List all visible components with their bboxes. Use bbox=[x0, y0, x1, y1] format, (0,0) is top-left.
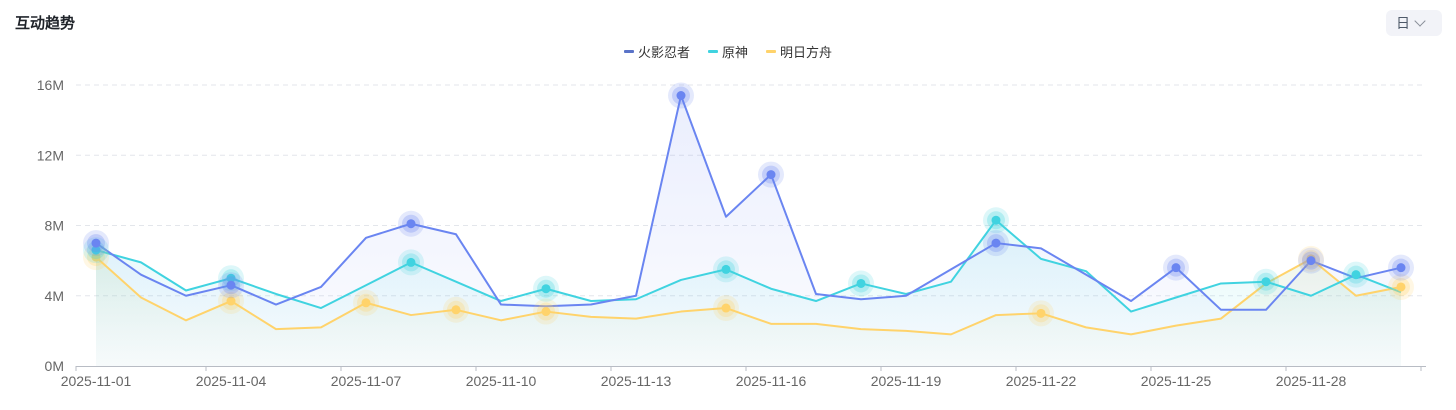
data-point-genshin[interactable] bbox=[398, 249, 424, 276]
legend-label-naruto: 火影忍者 bbox=[637, 45, 690, 60]
data-point-genshin[interactable] bbox=[218, 265, 244, 292]
data-point-genshin[interactable] bbox=[1253, 268, 1279, 295]
data-point-naruto[interactable] bbox=[1298, 247, 1324, 274]
data-point-arknights[interactable] bbox=[533, 298, 559, 325]
y-tick-label: 0M bbox=[45, 358, 64, 374]
x-tick-label: 2025-11-07 bbox=[331, 373, 402, 389]
legend-item-naruto[interactable]: 火影忍者 bbox=[623, 42, 690, 61]
period-select-value: 日 bbox=[1396, 15, 1410, 31]
legend-swatch-arknights bbox=[766, 50, 776, 53]
data-point-arknights[interactable] bbox=[443, 296, 469, 323]
legend-swatch-genshin bbox=[707, 50, 718, 53]
legend-label-genshin: 原神 bbox=[721, 45, 748, 60]
legend-item-genshin[interactable]: 原神 bbox=[707, 42, 748, 61]
data-point-genshin[interactable] bbox=[83, 237, 109, 264]
x-tick-label: 2025-11-04 bbox=[196, 373, 267, 389]
data-point-genshin[interactable] bbox=[533, 275, 559, 302]
data-point-arknights[interactable] bbox=[713, 295, 739, 322]
y-tick-label: 12M bbox=[37, 147, 64, 163]
y-tick-label: 16M bbox=[37, 77, 64, 93]
series-line-naruto bbox=[95, 94, 1402, 311]
data-point-arknights[interactable] bbox=[218, 288, 244, 315]
data-point-genshin[interactable] bbox=[1343, 261, 1369, 288]
data-point-naruto[interactable] bbox=[1163, 254, 1189, 281]
y-tick-label: 4M bbox=[45, 288, 64, 304]
data-point-arknights[interactable] bbox=[1388, 273, 1414, 300]
data-point-naruto[interactable] bbox=[668, 82, 694, 109]
period-select[interactable]: 日 bbox=[1386, 10, 1442, 36]
data-point-genshin[interactable] bbox=[713, 256, 739, 283]
data-point-naruto[interactable] bbox=[83, 230, 109, 257]
data-point-naruto[interactable] bbox=[983, 230, 1009, 257]
legend-item-arknights[interactable]: 明日方舟 bbox=[766, 42, 832, 61]
data-point-naruto[interactable] bbox=[218, 272, 244, 299]
x-tick-label: 2025-11-16 bbox=[736, 373, 807, 389]
x-tick-label: 2025-11-13 bbox=[601, 373, 672, 389]
data-point-naruto[interactable] bbox=[758, 161, 784, 188]
x-tick-label: 2025-11-25 bbox=[1141, 373, 1212, 389]
data-point-naruto[interactable] bbox=[1388, 254, 1414, 281]
x-tick-label: 2025-11-28 bbox=[1276, 373, 1347, 389]
data-point-genshin[interactable] bbox=[848, 270, 874, 297]
x-tick-label: 2025-11-10 bbox=[466, 373, 537, 389]
chart-legend: 火影忍者 原神 明日方舟 bbox=[0, 42, 1456, 61]
x-tick-label: 2025-11-22 bbox=[1006, 373, 1077, 389]
x-tick-label: 2025-11-01 bbox=[61, 373, 132, 389]
data-point-arknights[interactable] bbox=[83, 244, 109, 271]
legend-swatch-naruto bbox=[623, 50, 634, 53]
x-tick-label: 2025-11-19 bbox=[871, 373, 942, 389]
data-point-arknights[interactable] bbox=[353, 289, 379, 316]
y-tick-label: 8M bbox=[45, 218, 64, 234]
data-point-genshin[interactable] bbox=[983, 207, 1009, 234]
legend-label-arknights: 明日方舟 bbox=[780, 45, 833, 60]
data-point-arknights[interactable] bbox=[1028, 300, 1054, 327]
series-line-arknights bbox=[95, 256, 1402, 336]
series-line-genshin bbox=[95, 219, 1402, 313]
data-point-naruto[interactable] bbox=[398, 210, 424, 237]
area-arknights bbox=[96, 257, 1401, 366]
page-title: 互动趋势 bbox=[15, 15, 76, 32]
